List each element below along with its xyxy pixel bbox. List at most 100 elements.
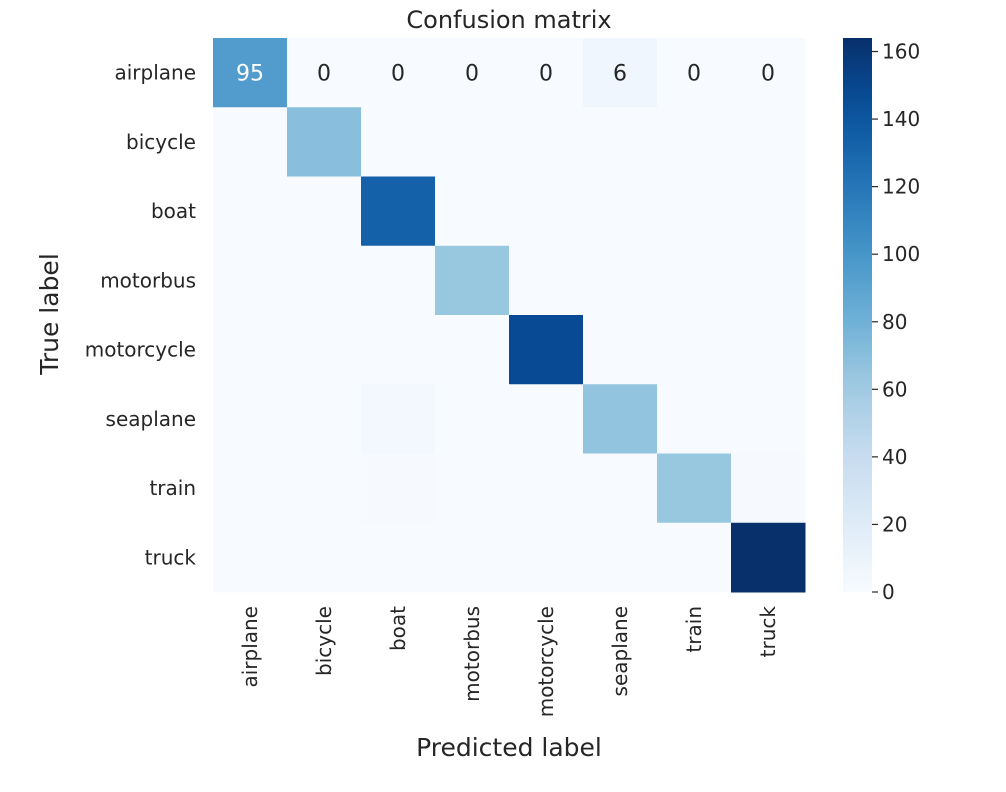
- heatmap-cell: [361, 384, 436, 454]
- heatmap-cell: [361, 522, 436, 593]
- heatmap-cell: [657, 107, 732, 177]
- heatmap-cell: [509, 384, 584, 454]
- heatmap-cell: [583, 522, 658, 593]
- heatmap-cell: [435, 38, 510, 108]
- heatmap-cell: [583, 245, 658, 316]
- heatmap-cell: [213, 176, 288, 247]
- heatmap-cell: [583, 38, 658, 108]
- heatmap-cell: [509, 38, 584, 108]
- heatmap-cell: [731, 384, 806, 454]
- heatmap-cell: [657, 522, 732, 593]
- heatmap-cell: [287, 176, 362, 247]
- heatmap-cell: [213, 107, 288, 177]
- colorbar-tick-label: 20: [882, 512, 907, 536]
- heatmap-cell: [583, 315, 658, 385]
- heatmap-cell: [509, 522, 584, 593]
- x-tick-label: seaplane: [608, 606, 632, 696]
- heatmap-cell: [287, 245, 362, 316]
- cell-value-label: 0: [687, 62, 701, 87]
- y-tick-label: truck: [145, 545, 197, 569]
- heatmap-cell: [583, 384, 658, 454]
- heatmap-cell: [657, 38, 732, 108]
- heatmap-cell: [287, 38, 362, 108]
- chart-title: Confusion matrix: [406, 6, 611, 34]
- heatmap-cell: [657, 245, 732, 316]
- colorbar-tick-label: 100: [882, 242, 920, 266]
- x-tick-label: bicycle: [312, 606, 336, 676]
- heatmap-cell: [731, 315, 806, 385]
- heatmap-cell: [509, 107, 584, 177]
- heatmap-cell: [361, 453, 436, 524]
- heatmap-cell: [287, 453, 362, 524]
- heatmap-cell: [731, 38, 806, 108]
- heatmap-cell: [435, 453, 510, 524]
- heatmap-cell: [509, 245, 584, 316]
- y-tick-label: boat: [151, 199, 196, 223]
- heatmap-cell: [583, 107, 658, 177]
- x-tick-label: motorbus: [460, 606, 484, 702]
- cell-value-label: 0: [761, 62, 775, 87]
- heatmap-cell: [657, 315, 732, 385]
- heatmap-cell: [213, 522, 288, 593]
- heatmap-cell: [287, 107, 362, 177]
- x-tick-label: truck: [756, 606, 780, 658]
- y-tick-label: seaplane: [106, 407, 196, 431]
- heatmap-cell: [287, 384, 362, 454]
- colorbar-tick-label: 80: [882, 310, 907, 334]
- heatmap-cell: [213, 315, 288, 385]
- x-tick-label: airplane: [238, 606, 262, 688]
- heatmap-cell: [361, 315, 436, 385]
- colorbar: 0 20 40 60 80 100 120 140 160: [843, 38, 920, 604]
- heatmap-cell: [361, 38, 436, 108]
- heatmap-cell: [287, 522, 362, 593]
- colorbar-gradient: [843, 38, 872, 592]
- cell-value-label: 0: [391, 62, 405, 87]
- heatmap-cell: [731, 522, 806, 593]
- heatmap-cell: [435, 384, 510, 454]
- cell-annotations: 95 0 0 0 0 6 0 0: [236, 62, 775, 87]
- heatmap-cell: [509, 176, 584, 247]
- heatmap-cell: [731, 176, 806, 247]
- cell-value-label: 0: [465, 62, 479, 87]
- heatmap-cell: [213, 245, 288, 316]
- colorbar-tick-label: 140: [882, 107, 920, 131]
- heatmap-cell: [731, 453, 806, 524]
- heatmap-cell: [435, 245, 510, 316]
- heatmap-cell: [361, 176, 436, 247]
- y-tick-label: motorcycle: [85, 338, 196, 362]
- cell-value-label: 0: [317, 62, 331, 87]
- heatmap-cell: [435, 176, 510, 247]
- heatmap-cell: [287, 315, 362, 385]
- heatmap-cell: [213, 38, 288, 108]
- heatmap-cell: [731, 107, 806, 177]
- heatmap-cell: [657, 384, 732, 454]
- heatmap-cell: [509, 315, 584, 385]
- x-tick-label: boat: [386, 606, 410, 651]
- heatmap-cell: [509, 453, 584, 524]
- x-tick-labels: airplane bicycle boat motorbus motorcycle sea…: [238, 606, 780, 718]
- heatmap-cell: [435, 522, 510, 593]
- heatmap-cells: [213, 38, 806, 593]
- x-tick-label: motorcycle: [534, 606, 558, 717]
- y-tick-label: airplane: [114, 61, 196, 85]
- heatmap-cell: [435, 107, 510, 177]
- heatmap-cell: [213, 384, 288, 454]
- y-axis-label: True label: [35, 253, 64, 376]
- colorbar-tick-label: 160: [882, 40, 920, 64]
- heatmap-cell: [657, 453, 732, 524]
- heatmap-cell: [361, 107, 436, 177]
- colorbar-tick-label: 0: [882, 580, 895, 604]
- y-tick-label: train: [149, 476, 196, 500]
- heatmap-cell: [435, 315, 510, 385]
- cell-value-label: 6: [613, 62, 627, 87]
- cell-value-label: 0: [539, 62, 553, 87]
- heatmap-cell: [731, 245, 806, 316]
- x-tick-label: train: [682, 606, 706, 653]
- heatmap-cell: [583, 453, 658, 524]
- colorbar-tick-label: 60: [882, 377, 907, 401]
- cell-value-label: 95: [236, 62, 264, 87]
- colorbar-tick-label: 120: [882, 175, 920, 199]
- heatmap-cell: [657, 176, 732, 247]
- x-axis-label: Predicted label: [416, 733, 602, 762]
- y-tick-label: bicycle: [126, 130, 196, 154]
